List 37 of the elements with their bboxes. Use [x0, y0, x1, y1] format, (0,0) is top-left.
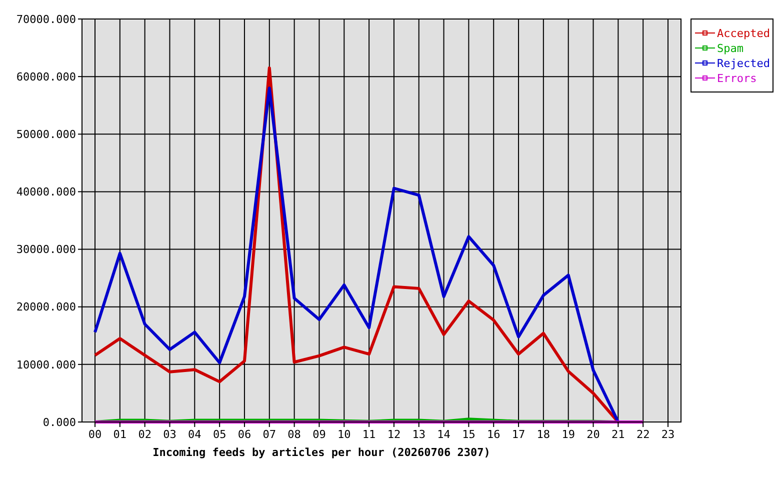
- legend-label: Errors: [717, 72, 757, 85]
- y-tick-label: 20000.000: [16, 300, 76, 314]
- x-tick-label: 13: [412, 428, 426, 441]
- x-tick-label: 05: [212, 428, 226, 441]
- x-tick-label: 17: [512, 428, 526, 441]
- x-tick-label: 18: [536, 428, 550, 441]
- x-tick-label: 22: [636, 428, 650, 441]
- x-axis-title: Incoming feeds by articles per hour (20260706 2307): [152, 446, 490, 459]
- legend-label: Accepted: [717, 26, 770, 40]
- x-tick-label: 16: [486, 428, 500, 441]
- x-tick-label: 04: [188, 428, 202, 441]
- x-tick-label: 10: [338, 428, 351, 441]
- x-tick-label: 03: [163, 428, 176, 441]
- x-tick-label: 02: [138, 428, 152, 441]
- x-tick-label: 20: [586, 428, 600, 441]
- x-tick-label: 19: [562, 428, 575, 441]
- legend-label: Spam: [717, 42, 744, 55]
- legend-label: Rejected: [717, 56, 770, 70]
- x-tick-label: 21: [612, 428, 625, 441]
- y-tick-label: 10000.000: [16, 358, 76, 372]
- x-tick-label: 11: [362, 428, 376, 441]
- x-tick-label: 23: [661, 428, 675, 441]
- x-tick-label: 07: [262, 428, 276, 441]
- x-tick-label: 14: [437, 428, 451, 441]
- x-tick-label: 01: [113, 428, 127, 441]
- x-tick-label: 08: [288, 428, 301, 441]
- y-tick-label: 0.000: [42, 416, 76, 429]
- x-tick-label: 06: [238, 428, 252, 441]
- y-tick-label: 70000.000: [16, 12, 76, 26]
- x-tick-label: 09: [312, 428, 326, 441]
- x-tick-label: 00: [88, 428, 102, 441]
- y-tick-label: 40000.000: [16, 186, 76, 199]
- y-tick-label: 60000.000: [16, 70, 76, 84]
- y-tick-label: 30000.000: [16, 243, 76, 256]
- x-tick-label: 12: [387, 428, 401, 441]
- x-tick-label: 15: [462, 428, 476, 441]
- y-tick-label: 50000.000: [16, 128, 76, 141]
